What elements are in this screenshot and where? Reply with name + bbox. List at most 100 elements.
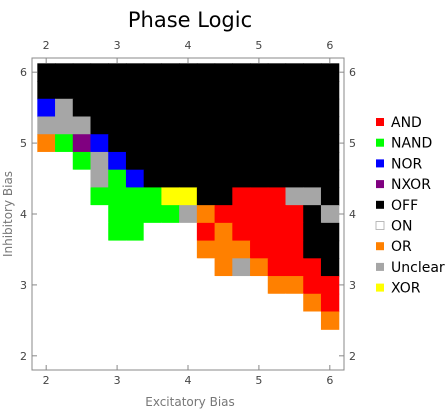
- heatmap-cell: [55, 293, 74, 313]
- heatmap-cell: [196, 134, 216, 153]
- heatmap-cell: [250, 169, 269, 189]
- heatmap-cell: [285, 169, 304, 189]
- heatmap-cell: [250, 311, 269, 330]
- heatmap-cell: [125, 98, 145, 118]
- heatmap-cell: [125, 293, 145, 313]
- heatmap-cell: [125, 222, 145, 242]
- legend-label: NAND: [391, 136, 432, 152]
- heatmap-cell: [161, 222, 180, 242]
- heatmap-cell: [250, 151, 269, 171]
- heatmap-cell: [37, 187, 56, 206]
- heatmap-cell: [267, 205, 287, 224]
- heatmap-cell: [196, 222, 216, 242]
- legend-swatch: [376, 242, 384, 251]
- heatmap-cell: [179, 293, 198, 313]
- heatmap-cell: [161, 151, 180, 171]
- heatmap-cell: [320, 311, 340, 330]
- heatmap-cell: [90, 116, 109, 135]
- heatmap-cell: [143, 81, 163, 100]
- heatmap-cell: [108, 169, 127, 189]
- heatmap-cell: [161, 311, 180, 330]
- heatmap-cell: [72, 116, 92, 135]
- heatmap-cell: [179, 276, 198, 295]
- heatmap-cell: [320, 169, 340, 189]
- x-tick-label: 6: [326, 374, 333, 387]
- heatmap-cell: [303, 258, 322, 277]
- heatmap-cell: [90, 222, 109, 242]
- heatmap-cell: [125, 169, 145, 189]
- heatmap-cell: [72, 151, 92, 171]
- x-tick-label-top: 3: [114, 39, 121, 52]
- y-tick-label-right: 2: [349, 350, 356, 363]
- heatmap-cell: [320, 98, 340, 118]
- heatmap-cell: [37, 151, 56, 171]
- heatmap-cell: [55, 169, 74, 189]
- heatmap-cell: [55, 240, 74, 259]
- y-tick-label: 5: [20, 137, 27, 150]
- heatmap-cell: [232, 81, 251, 100]
- heatmap-cell: [214, 151, 233, 171]
- heatmap-cell: [143, 134, 163, 153]
- heatmap-cell: [108, 293, 127, 313]
- heatmap-cell: [196, 151, 216, 171]
- heatmap-cell: [90, 258, 109, 277]
- heatmap-cell: [143, 293, 163, 313]
- y-tick-label: 2: [20, 350, 27, 363]
- heatmap-cell: [72, 276, 92, 295]
- heatmap-cell: [143, 240, 163, 259]
- heatmap-cell: [303, 134, 322, 153]
- heatmap-cell: [108, 276, 127, 295]
- heatmap-cell: [55, 222, 74, 242]
- heatmap-cell: [267, 151, 287, 171]
- heatmap-cell: [285, 81, 304, 100]
- legend-swatch: [376, 283, 384, 292]
- heatmap-cell: [72, 63, 92, 82]
- heatmap-cell: [161, 205, 180, 224]
- heatmap-cell: [55, 311, 74, 330]
- heatmap-cell: [37, 134, 56, 153]
- x-tick-label: 2: [43, 374, 50, 387]
- heatmap-cell: [214, 240, 233, 259]
- heatmap-cell: [161, 134, 180, 153]
- heatmap-cell: [55, 134, 74, 153]
- heatmap-cell: [72, 293, 92, 313]
- heatmap-cell: [267, 116, 287, 135]
- heatmap-cell: [161, 98, 180, 118]
- heatmap-cell: [37, 81, 56, 100]
- heatmap-cell: [125, 258, 145, 277]
- heatmap-cell: [232, 222, 251, 242]
- heatmap-cell: [214, 222, 233, 242]
- heatmap-cell: [161, 240, 180, 259]
- heatmap-cell: [125, 205, 145, 224]
- heatmap-cell: [125, 311, 145, 330]
- heatmap-cell: [285, 151, 304, 171]
- heatmap-cell: [125, 81, 145, 100]
- legend-label: NXOR: [391, 177, 431, 193]
- heatmap-cells: [37, 63, 340, 330]
- heatmap-cell: [196, 311, 216, 330]
- heatmap-cell: [285, 311, 304, 330]
- heatmap-cell: [55, 98, 74, 118]
- heatmap-cell: [143, 151, 163, 171]
- heatmap-cell: [108, 116, 127, 135]
- heatmap-cell: [196, 187, 216, 206]
- heatmap-cell: [250, 63, 269, 82]
- heatmap-cell: [37, 258, 56, 277]
- heatmap-cell: [37, 205, 56, 224]
- heatmap-cell: [55, 81, 74, 100]
- heatmap-cell: [267, 222, 287, 242]
- heatmap-cell: [267, 276, 287, 295]
- heatmap-cell: [267, 63, 287, 82]
- heatmap-cell: [161, 169, 180, 189]
- y-tick-label-right: 4: [349, 208, 356, 221]
- heatmap-cell: [72, 98, 92, 118]
- heatmap-cell: [250, 293, 269, 313]
- heatmap-cell: [250, 134, 269, 153]
- heatmap-cell: [267, 81, 287, 100]
- heatmap-cell: [90, 151, 109, 171]
- heatmap-cell: [143, 98, 163, 118]
- x-tick-label-top: 6: [326, 39, 333, 52]
- heatmap-cell: [179, 98, 198, 118]
- y-tick-label: 4: [20, 208, 27, 221]
- heatmap-cell: [179, 258, 198, 277]
